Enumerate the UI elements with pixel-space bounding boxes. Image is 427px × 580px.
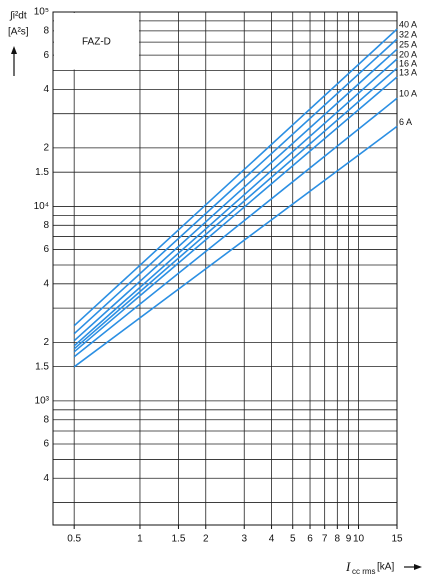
y-tick-label: 2 bbox=[43, 143, 49, 154]
series-label: 32 A bbox=[399, 29, 417, 39]
x-tick-label: 2 bbox=[203, 534, 209, 545]
x-tick-label: 6 bbox=[307, 534, 313, 545]
x-tick-label: 15 bbox=[391, 534, 403, 545]
y-tick-label: 2 bbox=[43, 337, 49, 348]
x-tick-label: 1.5 bbox=[171, 534, 185, 545]
series-label: 25 A bbox=[399, 40, 417, 50]
plot-area: FAZ-D 10⁵ 8 6 4 2 1.5 10⁴ 8 6 4 2 1.5 10³ 8 6 4 0.5 1 1.5 2 3… bbox=[34, 7, 417, 545]
y-tick-label: 6 bbox=[43, 439, 49, 450]
x-tick-label: 1 bbox=[137, 534, 143, 545]
x-tick-label: 0.5 bbox=[67, 534, 81, 545]
series-line bbox=[73, 125, 398, 368]
x-tick-label: 7 bbox=[322, 534, 328, 545]
series-line bbox=[73, 48, 398, 342]
y-tick-label: 4 bbox=[43, 278, 49, 289]
y-tick-label: 4 bbox=[43, 473, 49, 484]
series-label: 10 A bbox=[399, 89, 417, 99]
y-tick-label: 1.5 bbox=[35, 361, 49, 372]
y-arrowhead bbox=[11, 46, 17, 54]
series-label: 20 A bbox=[399, 49, 417, 59]
series-line bbox=[73, 97, 398, 358]
series-label: 16 A bbox=[399, 59, 417, 69]
x-tick-label: 9 bbox=[346, 534, 352, 545]
series-label: 40 A bbox=[399, 19, 417, 29]
y-tick-label: 8 bbox=[43, 220, 49, 231]
annotation: FAZ-D bbox=[82, 37, 111, 48]
series-label: 6 A bbox=[399, 117, 412, 127]
y-tick-label: 10⁴ bbox=[34, 201, 49, 212]
y-tick-label: 8 bbox=[43, 414, 49, 425]
series-line bbox=[73, 67, 398, 350]
series-label: 13 A bbox=[399, 67, 417, 77]
y-tick-label: 10³ bbox=[35, 396, 50, 407]
x-tick-label: 3 bbox=[241, 534, 247, 545]
series-line bbox=[73, 28, 398, 327]
series-line bbox=[73, 58, 398, 347]
x-tick-label: 5 bbox=[290, 534, 296, 545]
y-axis-label: ∫i²dt bbox=[9, 11, 27, 22]
y-tick-label: 4 bbox=[43, 84, 49, 95]
y-axis-unit: [A²s] bbox=[8, 27, 29, 38]
y-tick-label: 10⁵ bbox=[34, 7, 49, 18]
x-tick-label: 8 bbox=[335, 534, 341, 545]
x-arrowhead bbox=[414, 564, 422, 570]
series-line bbox=[73, 76, 398, 353]
x-tick-label: 4 bbox=[269, 534, 275, 545]
y-tick-label: 6 bbox=[43, 244, 49, 255]
annotation-box bbox=[54, 13, 139, 70]
x-axis-unit: [kA] bbox=[377, 562, 394, 573]
x-tick-label: 10 bbox=[353, 534, 365, 545]
y-tick-label: 6 bbox=[43, 50, 49, 61]
y-tick-label: 8 bbox=[43, 25, 49, 36]
x-axis-subscript: cc rms bbox=[352, 567, 376, 576]
series-line bbox=[73, 38, 398, 335]
plot-frame bbox=[52, 11, 398, 526]
x-axis-symbol: I bbox=[345, 559, 351, 574]
y-tick-label: 1.5 bbox=[35, 167, 49, 178]
